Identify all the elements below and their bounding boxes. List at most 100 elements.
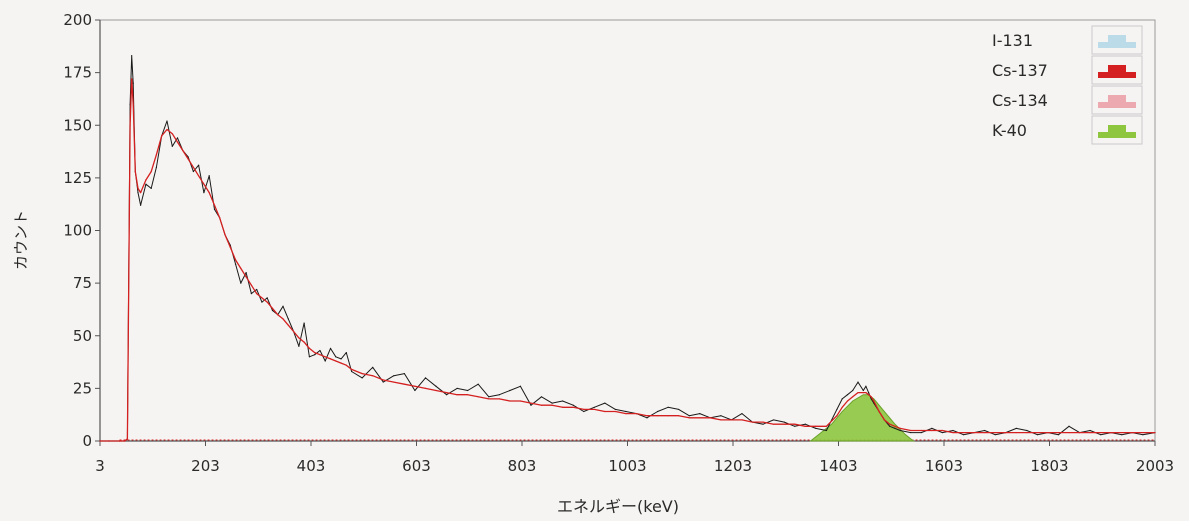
- point-spectrum-fit: [741, 419, 743, 421]
- point-spectrum-measured: [256, 288, 258, 291]
- point-spectrum-fit: [751, 421, 754, 423]
- point-spectrum-measured: [319, 349, 321, 352]
- point-spectrum-fit: [730, 419, 733, 421]
- point-spectrum-measured: [625, 410, 627, 413]
- point-spectrum-fit: [155, 154, 158, 156]
- point-spectrum-fit: [171, 133, 173, 135]
- legend-label: I-131: [992, 31, 1033, 50]
- point-spectrum-measured: [841, 398, 843, 400]
- point-spectrum-fit: [794, 423, 796, 425]
- point-spectrum-fit: [815, 425, 817, 427]
- point-spectrum-measured: [931, 427, 933, 429]
- x-tick-label: 3: [95, 457, 105, 475]
- point-spectrum-fit: [240, 267, 242, 269]
- point-spectrum-measured: [741, 413, 743, 415]
- point-spectrum-fit: [329, 358, 332, 360]
- point-spectrum-measured: [335, 356, 337, 358]
- point-spectrum-fit: [372, 375, 374, 377]
- point-spectrum-measured: [467, 389, 469, 392]
- point-spectrum-fit: [176, 141, 179, 143]
- point-spectrum-measured: [994, 434, 996, 436]
- point-spectrum-measured: [583, 410, 585, 413]
- point-spectrum-measured: [435, 385, 437, 387]
- point-spectrum-measured: [910, 431, 912, 434]
- point-spectrum-fit: [345, 364, 347, 366]
- point-spectrum-fit: [1005, 431, 1007, 434]
- point-spectrum-fit: [424, 387, 427, 389]
- point-spectrum-fit: [166, 128, 168, 131]
- point-spectrum-measured: [889, 425, 891, 427]
- point-spectrum-fit: [941, 429, 944, 432]
- point-spectrum-fit: [962, 431, 965, 434]
- point-spectrum-fit: [382, 379, 384, 381]
- point-spectrum-measured: [198, 164, 200, 166]
- point-spectrum-measured: [132, 82, 134, 84]
- point-spectrum-measured: [899, 429, 901, 432]
- point-spectrum-measured: [825, 429, 827, 432]
- point-spectrum-fit: [678, 415, 680, 417]
- point-spectrum-measured: [836, 408, 838, 411]
- point-spectrum-fit: [137, 187, 139, 189]
- point-spectrum-fit: [852, 396, 854, 398]
- point-spectrum-fit: [709, 417, 711, 419]
- point-spectrum-measured: [488, 396, 490, 398]
- legend-label: K-40: [992, 121, 1027, 140]
- y-tick-label: 100: [63, 222, 92, 240]
- point-spectrum-measured: [551, 402, 553, 404]
- point-spectrum-fit: [498, 398, 500, 400]
- plot-frame: [99, 19, 1156, 442]
- point-spectrum-fit: [108, 440, 110, 442]
- point-spectrum-measured: [1121, 434, 1123, 436]
- point-spectrum-measured: [870, 398, 872, 400]
- point-spectrum-fit: [1057, 431, 1060, 434]
- point-spectrum-fit: [846, 400, 849, 402]
- point-spectrum-measured: [562, 400, 564, 402]
- point-spectrum-measured: [962, 434, 965, 436]
- point-spectrum-fit: [298, 337, 300, 339]
- x-tick-label: 803: [508, 457, 537, 475]
- point-spectrum-measured: [762, 423, 764, 425]
- point-spectrum-fit: [150, 170, 152, 173]
- point-spectrum-fit: [256, 293, 258, 295]
- point-spectrum-fit: [551, 404, 553, 406]
- point-spectrum-fit: [870, 396, 872, 398]
- point-spectrum-fit: [99, 440, 101, 442]
- point-spectrum-fit: [825, 425, 827, 427]
- point-spectrum-measured: [1089, 429, 1091, 432]
- point-spectrum-measured: [298, 345, 300, 347]
- point-spectrum-measured: [857, 381, 859, 383]
- point-spectrum-measured: [240, 282, 242, 284]
- legend-swatch-icon: [1098, 125, 1136, 138]
- point-spectrum-fit: [414, 385, 416, 387]
- point-spectrum-fit: [583, 408, 585, 411]
- x-axis: 3 203 403 603 803 1003 1203 1403 1603 1803 2003: [95, 440, 1174, 475]
- point-spectrum-fit: [132, 103, 134, 105]
- x-tick-label: 403: [297, 457, 326, 475]
- point-spectrum-measured: [187, 156, 189, 158]
- point-spectrum-measured: [593, 406, 595, 408]
- point-spectrum-fit: [208, 192, 210, 194]
- point-spectrum-fit: [873, 400, 875, 402]
- y-tick-label: 150: [63, 116, 92, 134]
- point-spectrum-measured: [131, 55, 133, 57]
- point-spectrum-measured: [540, 396, 543, 398]
- x-tick-label: 1203: [714, 457, 752, 475]
- point-spectrum-fit: [688, 417, 690, 419]
- point-spectrum-fit: [292, 330, 295, 333]
- point-spectrum-measured: [314, 354, 316, 356]
- point-spectrum-fit: [646, 415, 648, 417]
- point-spectrum-fit: [303, 341, 305, 343]
- point-spectrum-fit: [635, 413, 638, 415]
- legend-label: Cs-137: [992, 61, 1048, 80]
- point-spectrum-fit: [224, 234, 226, 236]
- legend-swatch-icon: [1098, 95, 1136, 108]
- point-spectrum-measured: [414, 389, 416, 392]
- point-spectrum-measured: [192, 170, 194, 173]
- point-spectrum-fit: [804, 425, 806, 427]
- point-spectrum-fit: [261, 297, 263, 299]
- point-spectrum-measured: [245, 272, 247, 274]
- point-spectrum-measured: [155, 166, 158, 168]
- point-spectrum-measured: [271, 309, 274, 312]
- point-spectrum-measured: [393, 375, 395, 377]
- point-spectrum-measured: [287, 318, 289, 320]
